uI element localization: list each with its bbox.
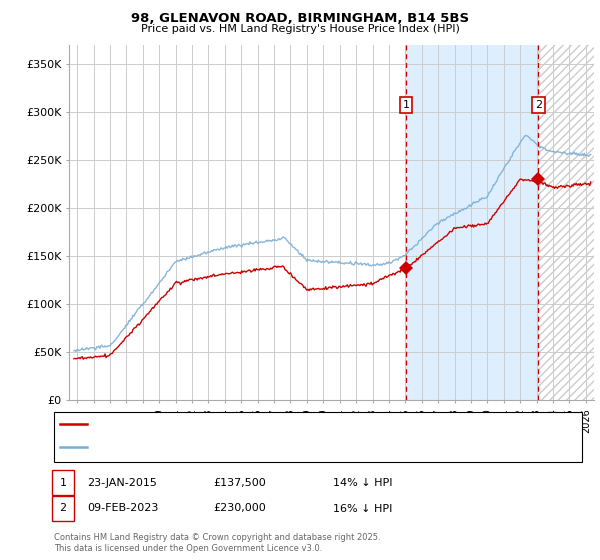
Text: 98, GLENAVON ROAD, BIRMINGHAM, B14 5BS (semi-detached house): 98, GLENAVON ROAD, BIRMINGHAM, B14 5BS (… [93, 419, 439, 430]
Text: 1: 1 [403, 100, 410, 110]
Bar [538, 45, 594, 400]
Text: Contains HM Land Registry data © Crown copyright and database right 2025.
This d: Contains HM Land Registry data © Crown c… [54, 533, 380, 553]
Text: 2: 2 [535, 100, 542, 110]
Text: 98, GLENAVON ROAD, BIRMINGHAM, B14 5BS: 98, GLENAVON ROAD, BIRMINGHAM, B14 5BS [131, 12, 469, 25]
Text: 1: 1 [59, 478, 67, 488]
Bar [538, 45, 594, 400]
Bar [406, 45, 538, 400]
Text: 16% ↓ HPI: 16% ↓ HPI [333, 503, 392, 514]
Text: HPI: Average price, semi-detached house, Birmingham: HPI: Average price, semi-detached house,… [93, 442, 366, 452]
Text: £137,500: £137,500 [213, 478, 266, 488]
Text: 2: 2 [59, 503, 67, 514]
Text: 23-JAN-2015: 23-JAN-2015 [87, 478, 157, 488]
Text: 14% ↓ HPI: 14% ↓ HPI [333, 478, 392, 488]
Text: £230,000: £230,000 [213, 503, 266, 514]
Text: Price paid vs. HM Land Registry's House Price Index (HPI): Price paid vs. HM Land Registry's House … [140, 24, 460, 34]
Text: 09-FEB-2023: 09-FEB-2023 [87, 503, 158, 514]
